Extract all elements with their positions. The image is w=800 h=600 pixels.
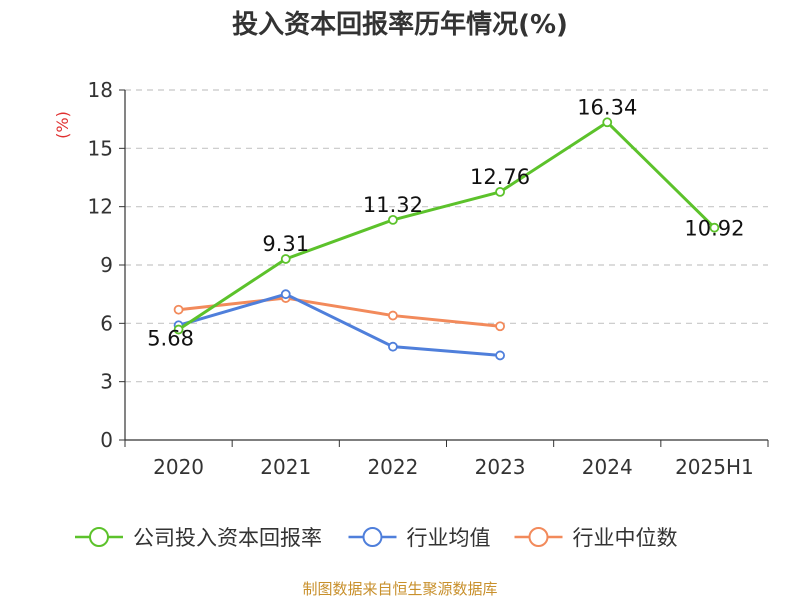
y-tick-label: 12 — [88, 195, 113, 219]
series-layer — [173, 117, 720, 361]
data-point — [388, 310, 398, 321]
y-tick-label: 9 — [100, 253, 113, 277]
x-tick-label: 2022 — [367, 455, 418, 479]
y-tick-label: 18 — [88, 78, 113, 102]
data-point — [602, 117, 613, 128]
x-tick-label: 2021 — [260, 455, 311, 479]
data-point — [388, 341, 398, 352]
y-tick-label: 15 — [88, 136, 113, 160]
series-line-1 — [178, 292, 501, 357]
data-labels: 5.68 9.31 11.32 12.76 16.34 10.92 — [147, 95, 744, 350]
data-label: 10.92 — [684, 217, 744, 241]
y-tick-label: 6 — [100, 311, 113, 335]
legend-item-0: 公司投入资本回报率 — [75, 526, 322, 550]
series-line-0 — [177, 120, 716, 331]
data-point — [173, 324, 184, 335]
data-point — [280, 289, 291, 300]
chart-title: 投入资本回报率历年情况(%) — [232, 9, 568, 40]
grid-lines — [125, 89, 768, 383]
x-tick-label: 2023 — [475, 455, 526, 479]
data-point — [709, 222, 720, 233]
footer-source: 制图数据来自恒生聚源数据库 — [302, 580, 497, 598]
x-tick-label: 2020 — [153, 455, 204, 479]
y-tick-label: 0 — [100, 428, 113, 452]
legend-marker — [362, 527, 383, 547]
series-line-2 — [178, 296, 501, 328]
data-point — [495, 186, 505, 197]
y-tick-label: 3 — [100, 370, 113, 394]
legend-marker — [89, 527, 109, 547]
legend-item-1: 行业均值 — [348, 526, 491, 550]
legend-label: 行业中位数 — [573, 526, 678, 550]
data-label: 9.31 — [262, 232, 309, 256]
legend-label: 公司投入资本回报率 — [133, 526, 322, 550]
legend-item-2: 行业中位数 — [514, 526, 678, 550]
data-label: 16.34 — [577, 95, 637, 119]
legend: 公司投入资本回报率 行业均值 行业中位数 — [75, 526, 678, 550]
data-point — [495, 350, 505, 361]
axes: 0 3 6 9 12 15 18 2020 2021 2022 2023 2024 2025H1 — [88, 78, 769, 479]
x-tick-label: 2024 — [582, 455, 633, 479]
data-label: 12.76 — [470, 165, 530, 189]
data-label: 5.68 — [147, 327, 194, 351]
data-label: 11.32 — [363, 193, 423, 217]
legend-label: 行业均值 — [407, 526, 491, 550]
data-point — [388, 214, 398, 225]
data-point — [280, 254, 291, 264]
y-axis-unit: (%) — [53, 111, 72, 139]
x-tick-label: 2025H1 — [675, 455, 754, 479]
data-point — [173, 304, 184, 315]
data-point — [495, 321, 505, 332]
legend-marker — [528, 527, 549, 547]
